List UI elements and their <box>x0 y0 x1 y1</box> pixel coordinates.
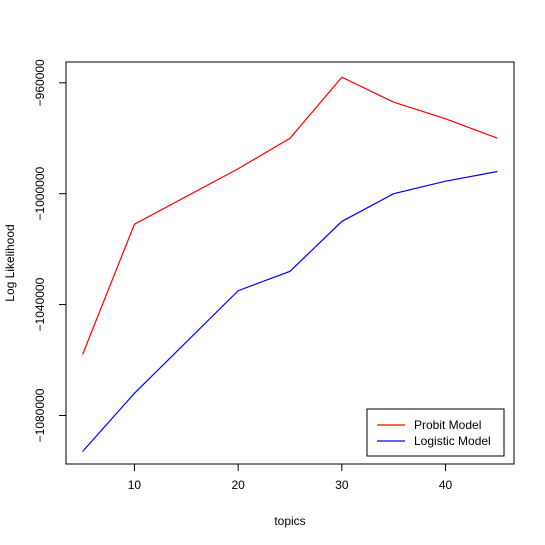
plot-frame <box>65 61 515 465</box>
legend: Probit Model Logistic Model <box>366 408 505 457</box>
y-tick-label: −1040000 <box>33 277 47 331</box>
y-tick-label: −960000 <box>33 59 47 106</box>
y-tick-label: −1000000 <box>33 167 47 221</box>
y-axis-title: Log Likelihood <box>3 224 17 301</box>
x-tick-label: 40 <box>439 478 453 492</box>
x-axis-title: topics <box>274 514 305 528</box>
x-tick-label: 30 <box>335 478 349 492</box>
x-axis: 10 20 30 40 <box>128 464 453 492</box>
series-line-probit-model <box>82 76 498 355</box>
legend-label-probit: Probit Model <box>414 418 481 432</box>
series-line-logistic-model <box>82 170 498 452</box>
legend-label-logistic: Logistic Model <box>414 434 491 448</box>
y-axis: −1080000 −1040000 −1000000 −960000 <box>33 59 66 442</box>
x-tick-label: 20 <box>231 478 245 492</box>
x-tick-label: 10 <box>128 478 142 492</box>
legend-box <box>366 408 505 457</box>
y-tick-label: −1080000 <box>33 388 47 442</box>
series-layer <box>82 76 498 452</box>
